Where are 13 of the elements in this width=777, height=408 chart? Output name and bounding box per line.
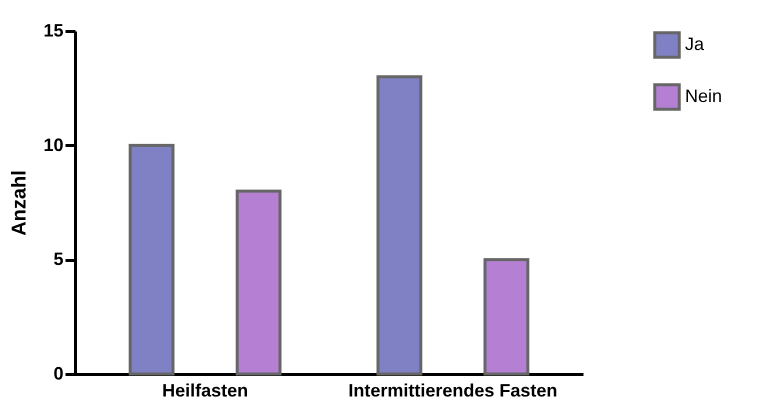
legend-label: Ja xyxy=(685,34,705,54)
bar xyxy=(484,258,530,376)
y-tick-label: 5 xyxy=(53,249,64,270)
y-tick-label: 15 xyxy=(43,20,64,40)
bar xyxy=(376,75,422,376)
bar xyxy=(128,144,174,376)
y-tick-label: 10 xyxy=(43,134,64,155)
legend-label: Nein xyxy=(685,86,722,106)
y-axis-title: Anzahl xyxy=(8,170,30,236)
x-tick-label: Intermittierendes Fasten xyxy=(348,380,558,400)
y-tick-label: 0 xyxy=(53,364,64,384)
x-tick-label: Heilfasten xyxy=(162,380,248,400)
bar xyxy=(236,190,282,376)
